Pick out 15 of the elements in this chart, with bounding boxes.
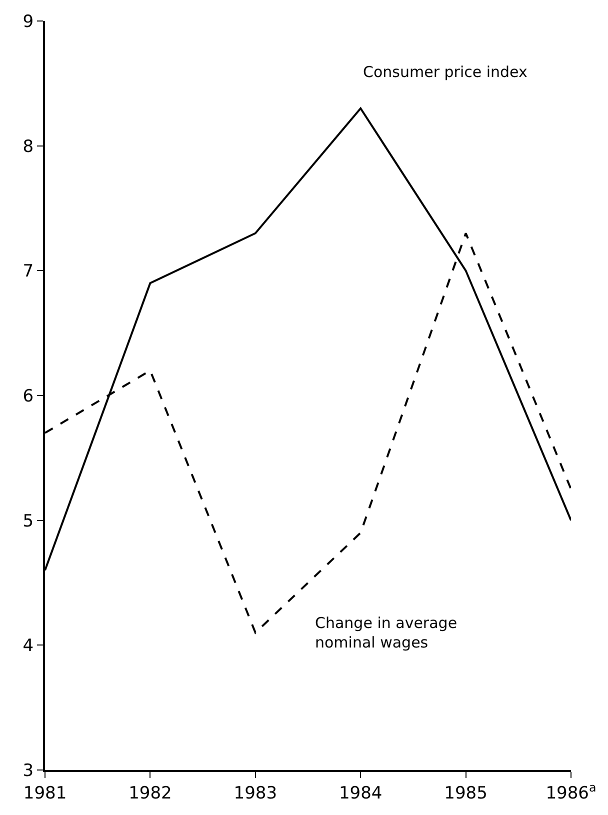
y-tick-label: 6 (22, 386, 34, 406)
series-label: Change in average nominal wages (315, 614, 458, 652)
x-tick-label: 1984 (338, 783, 382, 804)
y-tick-label: 3 (22, 760, 34, 781)
y-tick-label: 7 (22, 262, 34, 282)
series-label: Consumer price index (363, 63, 528, 81)
y-tick-label: 4 (22, 636, 34, 656)
x-tick-label: 1981 (23, 783, 67, 804)
x-tick-label: 1983 (234, 783, 278, 804)
x-tick-label: 1986$^{a}$ (546, 780, 596, 804)
y-tick-label: 8 (22, 136, 34, 157)
x-tick-label: 1982 (128, 783, 172, 804)
x-tick-label: 1985 (444, 783, 488, 804)
y-tick-label: 9 (22, 12, 34, 32)
y-tick-label: 5 (22, 511, 34, 532)
